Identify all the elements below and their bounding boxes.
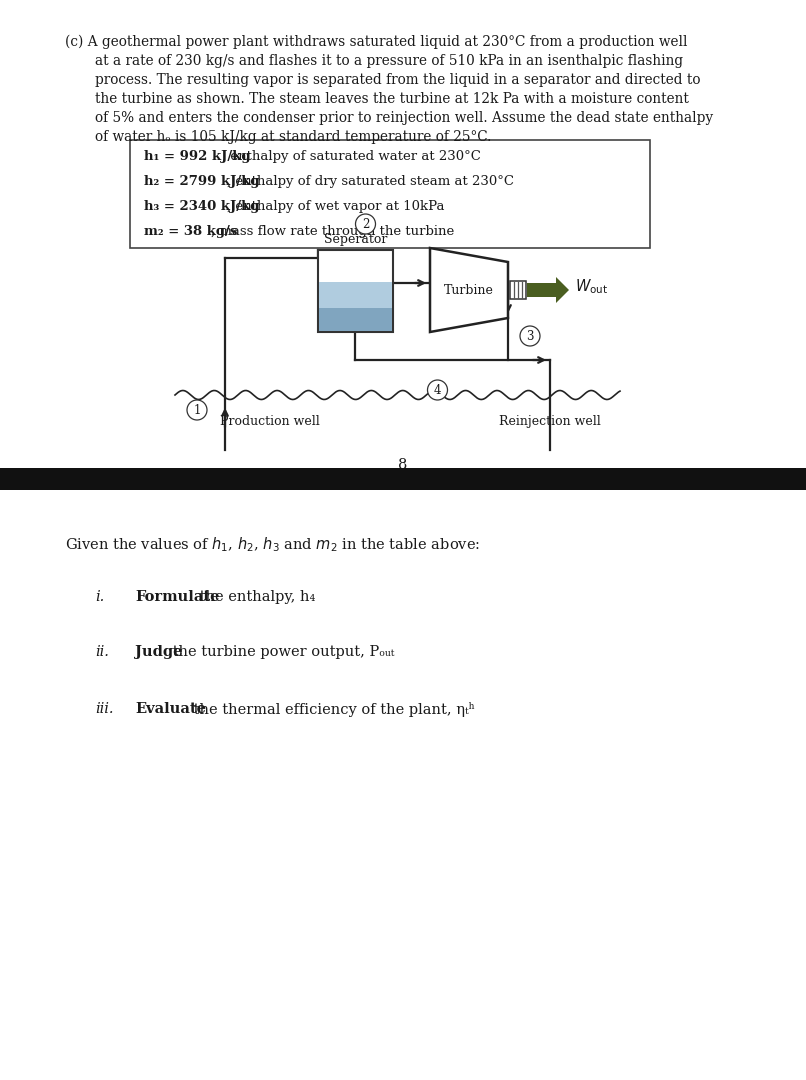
Text: (c) A geothermal power plant withdraws saturated liquid at 230°C from a producti: (c) A geothermal power plant withdraws s… bbox=[65, 35, 688, 50]
Polygon shape bbox=[527, 276, 569, 303]
Text: Given the values of $h_1$, $h_2$, $h_3$ and $m_2$ in the table above:: Given the values of $h_1$, $h_2$, $h_3$ … bbox=[65, 535, 480, 554]
Text: 3: 3 bbox=[526, 329, 534, 342]
Text: the turbine power output, Pₒᵤₜ: the turbine power output, Pₒᵤₜ bbox=[168, 645, 395, 659]
Text: Formulate: Formulate bbox=[135, 590, 219, 604]
Text: the thermal efficiency of the plant, ηₜʰ: the thermal efficiency of the plant, ηₜʰ bbox=[189, 702, 475, 717]
Bar bbox=[318, 249, 393, 332]
Text: h₃ = 2340 kJ/kg: h₃ = 2340 kJ/kg bbox=[144, 200, 260, 213]
Text: at a rate of 230 kg/s and flashes it to a pressure of 510 kPa in an isenthalpic : at a rate of 230 kg/s and flashes it to … bbox=[95, 54, 683, 68]
Text: 2: 2 bbox=[362, 217, 369, 230]
Text: Production well: Production well bbox=[220, 415, 320, 428]
Circle shape bbox=[187, 400, 207, 420]
Bar bbox=[319, 308, 392, 330]
Text: , mass flow rate through the turbine: , mass flow rate through the turbine bbox=[210, 225, 454, 238]
Text: h₁ = 992 kJ/kg: h₁ = 992 kJ/kg bbox=[144, 150, 251, 163]
Text: the enthalpy, h₄: the enthalpy, h₄ bbox=[195, 590, 316, 604]
Text: Seperator: Seperator bbox=[324, 233, 387, 246]
Circle shape bbox=[520, 326, 540, 346]
Text: Turbine: Turbine bbox=[444, 283, 494, 297]
Text: process. The resulting vapor is separated from the liquid in a separator and dir: process. The resulting vapor is separate… bbox=[95, 73, 700, 87]
Bar bbox=[130, 140, 650, 248]
Polygon shape bbox=[430, 248, 508, 332]
Text: of water hₒ is 105 kJ/kg at standard temperature of 25°C.: of water hₒ is 105 kJ/kg at standard tem… bbox=[95, 130, 492, 144]
Text: h₂ = 2799 kJ/kg: h₂ = 2799 kJ/kg bbox=[144, 175, 260, 188]
Text: Reinjection well: Reinjection well bbox=[499, 415, 601, 428]
Text: , enthalpy of dry saturated steam at 230°C: , enthalpy of dry saturated steam at 230… bbox=[227, 175, 514, 188]
Text: , enthalpy of wet vapor at 10kPa: , enthalpy of wet vapor at 10kPa bbox=[227, 200, 445, 213]
Text: Judge: Judge bbox=[135, 645, 182, 659]
Text: iii.: iii. bbox=[95, 702, 114, 716]
Text: i.: i. bbox=[95, 590, 104, 604]
Text: of 5% and enters the condenser prior to reinjection well. Assume the dead state : of 5% and enters the condenser prior to … bbox=[95, 111, 713, 125]
Text: $W_{\mathrm{out}}$: $W_{\mathrm{out}}$ bbox=[575, 278, 608, 296]
Text: , enthalpy of saturated water at 230°C: , enthalpy of saturated water at 230°C bbox=[222, 150, 480, 163]
Text: the turbine as shown. The steam leaves the turbine at 12k Pa with a moisture con: the turbine as shown. The steam leaves t… bbox=[95, 92, 689, 106]
Text: Evaluate: Evaluate bbox=[135, 702, 206, 716]
Text: 4: 4 bbox=[434, 383, 441, 396]
Circle shape bbox=[355, 214, 376, 234]
Bar bbox=[510, 281, 526, 299]
Text: 1: 1 bbox=[193, 404, 201, 417]
Text: 8: 8 bbox=[398, 458, 408, 472]
Text: m₂ = 38 kg/s: m₂ = 38 kg/s bbox=[144, 225, 238, 238]
Circle shape bbox=[427, 380, 447, 400]
Bar bbox=[0, 468, 806, 490]
Bar bbox=[319, 282, 392, 330]
Text: ii.: ii. bbox=[95, 645, 109, 659]
